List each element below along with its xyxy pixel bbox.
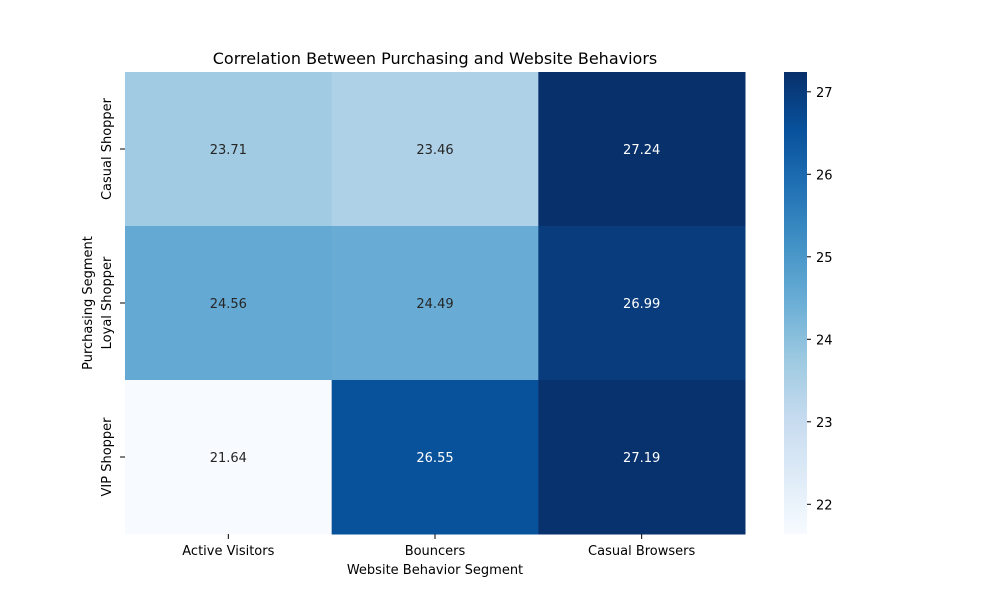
y-tick-label: Casual Shopper bbox=[100, 97, 115, 200]
y-axis: Casual Shopper Loyal Shopper VIP Shopper bbox=[100, 97, 125, 497]
cell-value-label: 26.55 bbox=[416, 451, 453, 466]
cell-value-label: 27.19 bbox=[623, 451, 660, 466]
colorbar-tick-label: 26 bbox=[816, 168, 833, 183]
colorbar-tick-label: 25 bbox=[816, 251, 833, 266]
heatmap-cell bbox=[538, 226, 746, 381]
colorbar-ticks: 22 23 24 25 26 27 bbox=[807, 86, 833, 513]
cell-value-label: 26.99 bbox=[623, 297, 660, 312]
chart-title: Correlation Between Purchasing and Websi… bbox=[213, 49, 657, 68]
heatmap-cell bbox=[538, 72, 746, 227]
heatmap-cells: 23.71 23.46 27.24 24.56 24.49 26.99 21.64 26.55… bbox=[125, 72, 746, 535]
colorbar-tick-label: 24 bbox=[816, 333, 833, 348]
cell-value-label: 23.71 bbox=[210, 143, 247, 158]
heatmap-cell bbox=[125, 72, 333, 227]
heatmap-cell bbox=[331, 72, 539, 227]
x-tick-label: Active Visitors bbox=[182, 544, 274, 559]
x-axis: Active Visitors Bouncers Casual Browsers bbox=[182, 534, 696, 559]
x-tick-label: Bouncers bbox=[405, 544, 466, 559]
heatmap-cell bbox=[125, 380, 333, 535]
colorbar-tick-label: 27 bbox=[816, 86, 833, 101]
y-axis-label: Purchasing Segment bbox=[81, 236, 96, 370]
cell-value-label: 24.49 bbox=[416, 297, 453, 312]
y-tick-label: Loyal Shopper bbox=[100, 256, 115, 349]
heatmap-cell bbox=[125, 226, 333, 381]
heatmap-cell bbox=[538, 380, 746, 535]
x-tick-label: Casual Browsers bbox=[588, 544, 695, 559]
heatmap-cell bbox=[331, 380, 539, 535]
cell-value-label: 23.46 bbox=[416, 143, 453, 158]
colorbar-tick-label: 23 bbox=[816, 416, 833, 431]
x-axis-label: Website Behavior Segment bbox=[347, 563, 523, 578]
heatmap-cell bbox=[331, 226, 539, 381]
cell-value-label: 21.64 bbox=[210, 451, 247, 466]
cell-value-label: 27.24 bbox=[623, 143, 660, 158]
cell-value-label: 24.56 bbox=[210, 297, 247, 312]
colorbar bbox=[784, 72, 807, 534]
colorbar-tick-label: 22 bbox=[816, 498, 833, 513]
y-tick-label: VIP Shopper bbox=[100, 417, 115, 497]
